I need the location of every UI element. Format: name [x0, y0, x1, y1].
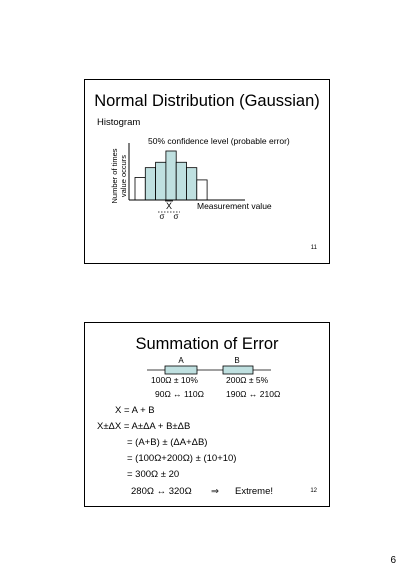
- histogram-bar: [196, 179, 208, 201]
- histogram-bar: [165, 150, 177, 201]
- slide-summation-of-error: Summation of Error A B 100Ω ± 10% 200Ω ±…: [84, 322, 330, 507]
- equation-line-5: = 300Ω ± 20: [127, 469, 180, 480]
- extreme-note: Extreme!: [235, 486, 274, 497]
- histogram-bar: [186, 167, 198, 201]
- x-axis-label: Measurement value: [197, 201, 272, 211]
- equation-line-1: X = A + B: [115, 405, 155, 416]
- sigma-left: σ: [160, 212, 165, 221]
- resistor-b-value: 200Ω ± 5%: [226, 375, 269, 385]
- histogram-chart: Number of times value occurs X σ σ Measu…: [110, 143, 272, 221]
- final-range: 280Ω ↔ 320Ω: [131, 486, 192, 497]
- slide-normal-distribution: Normal Distribution (Gaussian) Histogram…: [84, 79, 330, 264]
- histogram-bar: [134, 177, 146, 201]
- y-axis-label-line2: value occurs: [119, 155, 128, 197]
- equation-line-3: = (A+B) ± (ΔA+ΔB): [127, 437, 208, 448]
- resistor-a-range: 90Ω ↔ 110Ω: [155, 389, 204, 399]
- implies-arrow: ⇒: [211, 486, 219, 497]
- resistor-b: [222, 365, 254, 375]
- sigma-right: σ: [174, 212, 179, 221]
- resistor-a-value: 100Ω ± 10%: [151, 375, 198, 385]
- equation-line-4: = (100Ω+200Ω) ± (10+10): [127, 453, 237, 464]
- y-axis-label-line1: Number of times: [110, 148, 119, 203]
- histogram-bar: [144, 167, 156, 201]
- slide-number: 12: [310, 488, 317, 494]
- slide-title: Normal Distribution (Gaussian): [94, 92, 320, 110]
- histogram-bar: [175, 161, 187, 201]
- page-number: 6: [390, 555, 396, 566]
- resistor-a: [164, 365, 198, 375]
- mean-symbol: X: [166, 201, 172, 211]
- slide-number: 11: [310, 245, 317, 251]
- histogram-bars: [134, 150, 208, 201]
- confidence-annotation: 50% confidence level (probable error): [148, 136, 290, 146]
- resistor-b-range: 190Ω ↔ 210Ω: [226, 389, 281, 399]
- resistor-circuit: A B: [147, 356, 271, 375]
- resistor-a-label: A: [178, 356, 184, 365]
- equation-line-2: X±ΔX = A±ΔA + B±ΔB: [97, 421, 191, 432]
- histogram-bar: [155, 161, 167, 201]
- histogram-label: Histogram: [97, 117, 141, 128]
- slide-title: Summation of Error: [135, 335, 279, 353]
- resistor-b-label: B: [234, 356, 239, 365]
